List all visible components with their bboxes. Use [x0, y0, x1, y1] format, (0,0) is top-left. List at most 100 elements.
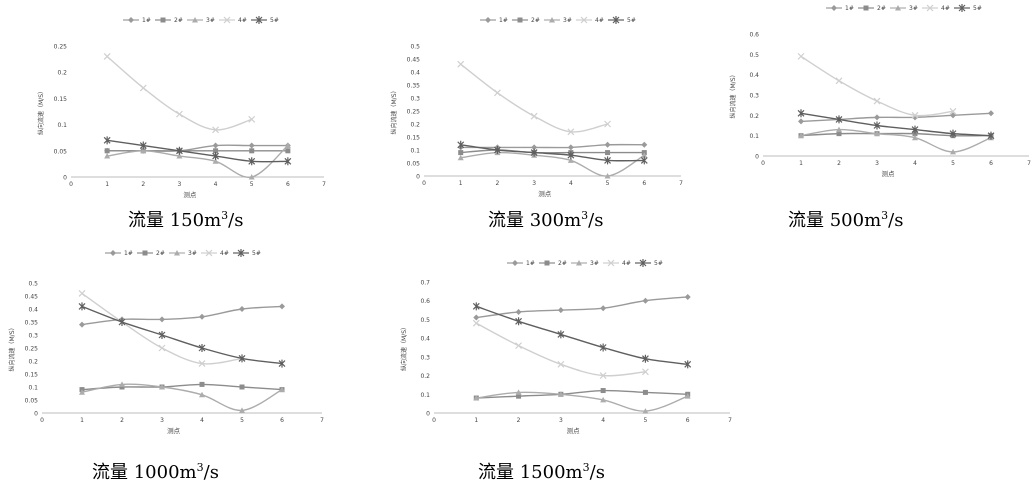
- x-tick-label: 0: [761, 160, 765, 167]
- x-tick-label: 4: [601, 417, 605, 424]
- x-tick-label: 0: [40, 417, 44, 424]
- x-tick-label: 1: [80, 417, 84, 424]
- y-tick-label: 0.1: [28, 385, 38, 392]
- legend: 1# 2# 3# 4# 5#: [507, 259, 663, 267]
- legend-label: 2#: [174, 17, 183, 24]
- caption-150: 流量 150m3/s: [128, 206, 243, 232]
- x-tick-label: 3: [178, 181, 182, 188]
- data-point: [199, 381, 205, 387]
- x-axis-label: 测点: [538, 190, 552, 198]
- chart-panel-150: 0 0.05 0.1 0.15 0.2 0.25 0 1 2 3 4 5 6 7 测点 纵向流速（M/S） 1#…: [28, 12, 338, 199]
- data-point: [473, 314, 480, 321]
- data-point: [279, 303, 285, 310]
- data-point: [515, 317, 522, 326]
- data-point: [567, 151, 575, 160]
- y-tick-label: 0.25: [54, 44, 68, 51]
- legend: 1# 2# 3# 4# 5#: [480, 16, 636, 24]
- caption-prefix: 流量: [128, 210, 170, 231]
- legend-label: 5#: [627, 17, 636, 24]
- legend-label: 1#: [499, 17, 508, 24]
- data-point: [516, 393, 522, 399]
- series-line: [106, 55, 252, 131]
- x-tick-label: 4: [569, 180, 573, 187]
- series-line: [800, 112, 992, 137]
- data-point: [642, 354, 649, 363]
- data-point: [212, 158, 219, 164]
- data-point: [557, 391, 564, 397]
- y-tick-label: 0.5: [749, 52, 759, 59]
- data-point: [515, 308, 522, 315]
- caption-suffix: /s: [228, 210, 244, 231]
- data-point: [515, 389, 522, 395]
- data-point: [212, 152, 219, 161]
- y-axis-label: 纵向流速（M/S）: [729, 71, 737, 118]
- legend-marker: [863, 5, 869, 11]
- data-point: [836, 131, 842, 137]
- x-tick-label: 4: [214, 181, 218, 188]
- legend-marker: [142, 250, 148, 256]
- legend-label: 1#: [845, 5, 854, 12]
- series-2: [104, 148, 291, 154]
- legend: 1# 2# 3# 4# 5#: [826, 4, 982, 12]
- y-tick-label: 0.35: [407, 83, 421, 90]
- caption-sup: 3: [582, 461, 590, 474]
- series-1: [473, 293, 691, 321]
- series-line: [81, 383, 283, 412]
- y-tick-label: 0: [34, 411, 38, 418]
- legend-marker: [110, 250, 116, 256]
- legend-marker: [192, 17, 198, 23]
- x-tick-label: 2: [837, 160, 841, 167]
- caption-suffix: /s: [888, 210, 904, 231]
- data-point: [873, 97, 881, 105]
- chart-panel-1000: 0 0.05 0.1 0.15 0.2 0.25 0.3 0.35 0.4 0.45 0.5 0 1 2 3…: [0, 243, 330, 435]
- x-tick-label: 7: [679, 180, 683, 187]
- data-point: [567, 128, 575, 136]
- data-point: [458, 150, 464, 156]
- legend-marker: [580, 16, 588, 24]
- data-point: [158, 344, 166, 352]
- x-tick-label: 5: [951, 160, 955, 167]
- series-3: [79, 381, 285, 413]
- data-point: [79, 389, 85, 395]
- y-tick-label: 0: [426, 411, 430, 418]
- series-line: [460, 63, 608, 133]
- y-tick-label: 0.15: [54, 96, 68, 103]
- legend-marker: [485, 17, 491, 23]
- series-4: [103, 53, 256, 134]
- data-point: [104, 148, 110, 154]
- series-5: [457, 140, 648, 165]
- y-axis-label: 纵向流速（M/S）: [390, 87, 398, 134]
- y-tick-label: 0: [755, 154, 759, 161]
- y-tick-label: 0.2: [410, 122, 420, 129]
- legend-label: 2#: [877, 5, 886, 12]
- y-axis-label: 纵向流速（M/S）: [400, 324, 408, 371]
- series-line: [81, 383, 283, 391]
- y-tick-label: 0.2: [749, 113, 759, 120]
- legend-label: 2#: [531, 17, 540, 24]
- series-line: [800, 112, 992, 123]
- y-tick-label: 0.2: [420, 373, 430, 380]
- y-tick-label: 0.35: [25, 320, 39, 327]
- caption-prefix: 流量: [488, 210, 530, 231]
- y-tick-label: 0.05: [54, 148, 68, 155]
- chart-500-svg: 0 0.1 0.2 0.3 0.4 0.5 0.6 0 1 2 3 4 5 6 7 测点 纵向流速（M/S） 1#…: [729, 4, 1031, 178]
- data-point: [684, 293, 691, 300]
- legend-marker: [512, 260, 518, 266]
- legend-marker: [128, 17, 134, 23]
- data-point: [515, 342, 522, 350]
- y-tick-label: 0.05: [25, 398, 39, 405]
- y-tick-label: 0.2: [57, 70, 67, 77]
- data-point: [600, 388, 606, 394]
- y-tick-label: 0.25: [25, 346, 39, 353]
- legend-marker: [926, 4, 934, 12]
- data-point: [212, 142, 219, 149]
- x-tick-label: 2: [496, 180, 500, 187]
- series-5: [797, 109, 995, 140]
- y-tick-label: 0.45: [407, 57, 421, 64]
- caption-1000: 流量 1000m3/s: [92, 458, 219, 484]
- y-axis-label: 纵向流速（M/S）: [37, 88, 45, 135]
- data-point: [472, 302, 480, 311]
- x-tick-label: 7: [322, 181, 326, 188]
- chart-1500-svg: 0 0.1 0.2 0.3 0.4 0.5 0.6 0.7 0 1 2 3 4 5 6 7 测点 纵向流速（M/S…: [400, 259, 732, 435]
- legend-label: 5#: [270, 17, 279, 24]
